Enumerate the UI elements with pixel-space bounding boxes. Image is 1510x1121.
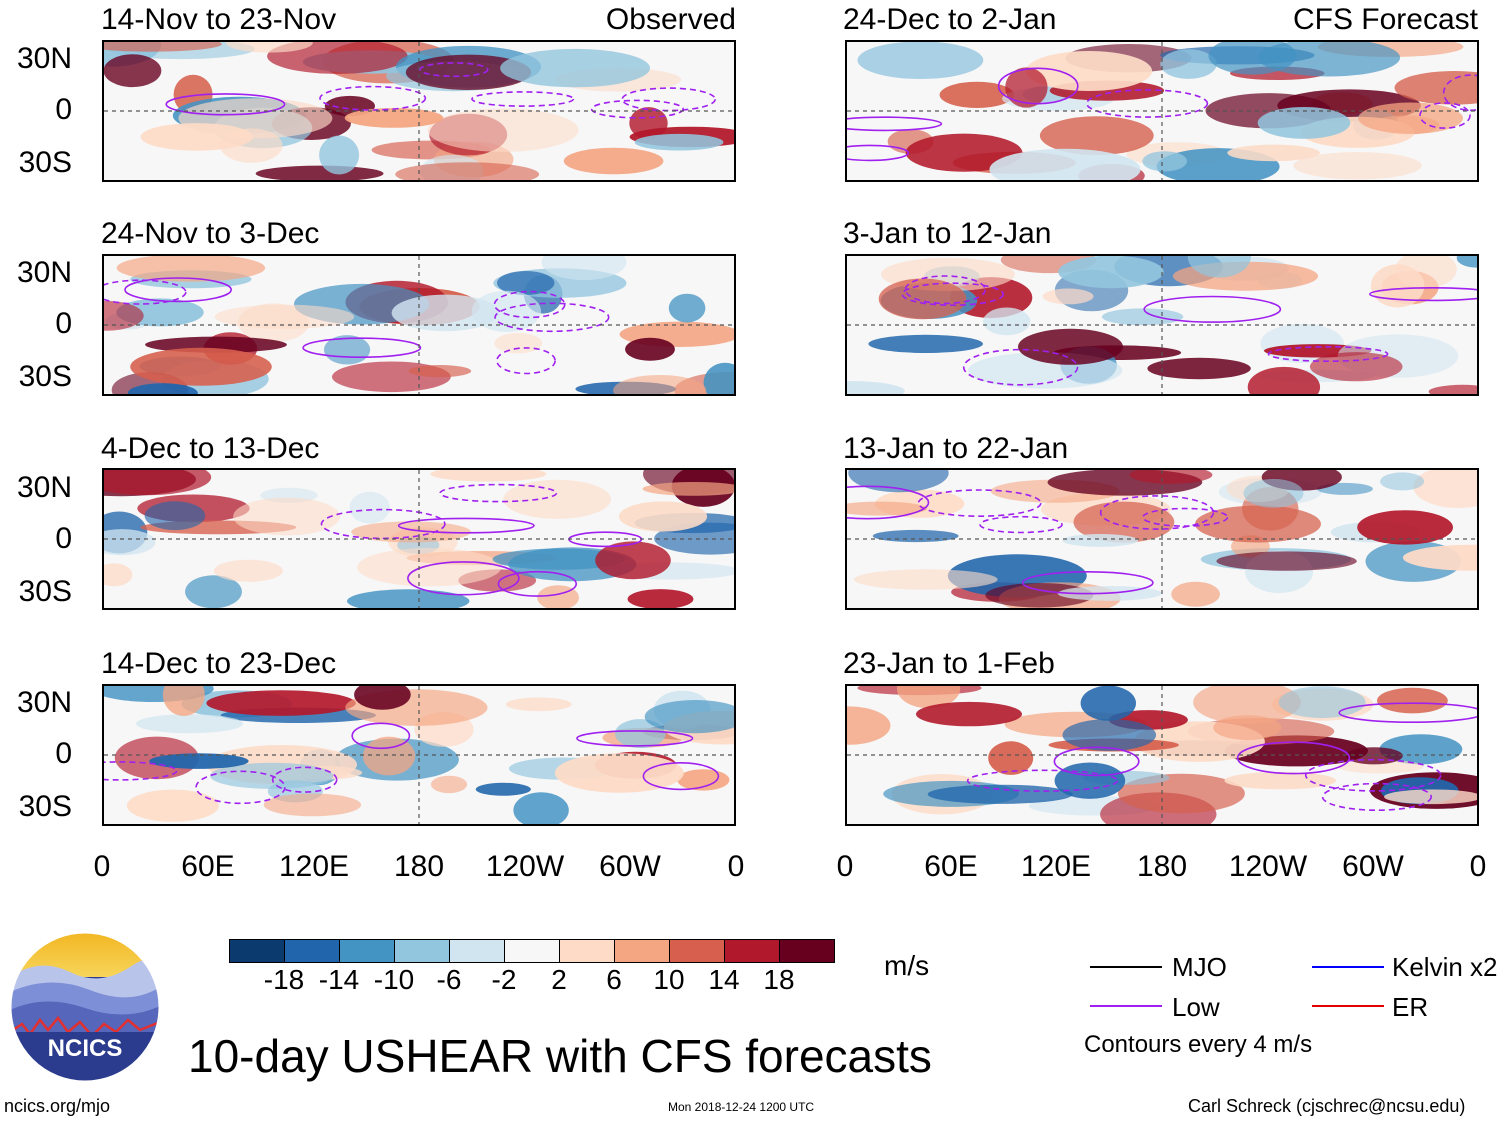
lon-label-left-360: 0 — [727, 850, 745, 883]
panel-title-right-2: 3-Jan to 12-Jan — [843, 217, 1052, 250]
cbar-tick-7: 10 — [653, 964, 685, 995]
colorbar-swatch — [394, 940, 449, 962]
logo-text: NCICS — [48, 1035, 123, 1062]
colorbar-swatch — [230, 940, 284, 962]
legend-kelvin-line — [1312, 966, 1384, 968]
lon-label-right-0: 0 — [836, 850, 854, 883]
colorbar-swatch — [614, 940, 669, 962]
lat-label-30n-left-3: 30N — [16, 471, 72, 504]
cbar-tick-8: 14 — [708, 964, 740, 995]
legend-er-line — [1312, 1005, 1384, 1007]
contours-note: Contours every 4 m/s — [1084, 1031, 1313, 1058]
figure-title: 10-day USHEAR with CFS forecasts — [188, 1030, 932, 1082]
panel-title-left-1: 14-Nov to 23-Nov — [101, 3, 337, 36]
map-panel-right-3 — [845, 468, 1479, 610]
cbar-tick-3: -6 — [436, 964, 462, 995]
cbar-tick-2: -10 — [373, 964, 415, 995]
legend-low-label: Low — [1172, 992, 1220, 1022]
lat-label-eq-left-1: 0 — [55, 93, 72, 126]
map-panel-left-4 — [102, 684, 736, 826]
map-panel-right-4 — [845, 684, 1479, 826]
colorbar-swatch — [284, 940, 339, 962]
footer-timestamp: Mon 2018-12-24 1200 UTC — [668, 1100, 815, 1114]
lon-label-right-120w: 120W — [1228, 850, 1308, 883]
lat-label-30s-left-4: 30S — [18, 790, 72, 823]
cbar-tick-6: 6 — [606, 964, 622, 995]
lon-label-right-360: 0 — [1469, 850, 1487, 883]
lon-label-right-60w: 60W — [1342, 850, 1404, 883]
lat-label-eq-left-3: 0 — [55, 522, 72, 555]
colorbar-swatch — [669, 940, 724, 962]
legend-kelvin-label: Kelvin x2 — [1392, 952, 1498, 982]
map-panel-left-3 — [102, 468, 736, 610]
cbar-tick-4: -2 — [491, 964, 517, 995]
lon-label-right-120e: 120E — [1020, 850, 1092, 883]
lon-label-right-60e: 60E — [924, 850, 978, 883]
cbar-tick-9: 18 — [763, 964, 795, 995]
map-panel-left-1 — [102, 40, 736, 182]
lat-label-30s-left-2: 30S — [18, 360, 72, 393]
lon-label-left-60e: 60E — [181, 850, 235, 883]
observed-label: Observed — [605, 3, 736, 36]
lon-label-left-180: 180 — [393, 850, 445, 883]
panel-title-right-3: 13-Jan to 22-Jan — [843, 432, 1069, 465]
lon-label-right-180: 180 — [1136, 850, 1188, 883]
colorbar-swatch — [724, 940, 779, 962]
legend-er-label: ER — [1392, 992, 1429, 1022]
panel-title-left-4: 14-Dec to 23-Dec — [101, 647, 337, 680]
panel-title-left-3: 4-Dec to 13-Dec — [101, 432, 320, 465]
cbar-tick-0: -18 — [263, 964, 305, 995]
forecast-label: CFS Forecast — [1292, 3, 1478, 36]
colorbar-swatch — [339, 940, 394, 962]
lon-label-left-120e: 120E — [278, 850, 350, 883]
panel-title-right-4: 23-Jan to 1-Feb — [843, 647, 1055, 680]
colorbar-swatch — [779, 940, 834, 962]
map-panel-right-2 — [845, 254, 1479, 396]
legend-low-line — [1090, 1005, 1162, 1007]
legend-mjo-label: MJO — [1172, 952, 1227, 982]
panel-title-right-1: 24-Dec to 2-Jan — [843, 3, 1057, 36]
colorbar-swatch — [504, 940, 559, 962]
colorbar — [229, 939, 835, 963]
lat-label-30n-left-2: 30N — [16, 256, 72, 289]
lat-label-30s-left-3: 30S — [18, 575, 72, 608]
lon-label-left-60w: 60W — [599, 850, 661, 883]
lat-label-30n-left-4: 30N — [16, 686, 72, 719]
map-panel-right-1 — [845, 40, 1479, 182]
lat-label-eq-left-4: 0 — [55, 737, 72, 770]
lon-label-left-120w: 120W — [485, 850, 565, 883]
lon-label-left-0: 0 — [93, 850, 111, 883]
colorbar-swatch — [449, 940, 504, 962]
footer-url[interactable]: ncics.org/mjo — [4, 1096, 111, 1116]
lat-label-30s-left-1: 30S — [18, 146, 72, 179]
cbar-tick-1: -14 — [318, 964, 360, 995]
lat-label-eq-left-2: 0 — [55, 307, 72, 340]
panel-title-left-2: 24-Nov to 3-Dec — [101, 217, 320, 250]
footer-author: Carl Schreck (cjschrec@ncsu.edu) — [1188, 1096, 1466, 1116]
cbar-tick-5: 2 — [551, 964, 567, 995]
colorbar-swatch — [559, 940, 614, 962]
lat-label-30n-left-1: 30N — [16, 42, 72, 75]
map-panel-left-2 — [102, 254, 736, 396]
legend-mjo-line — [1090, 966, 1162, 968]
ncics-logo: NCICS — [10, 932, 160, 1082]
colorbar-unit: m/s — [884, 950, 930, 981]
